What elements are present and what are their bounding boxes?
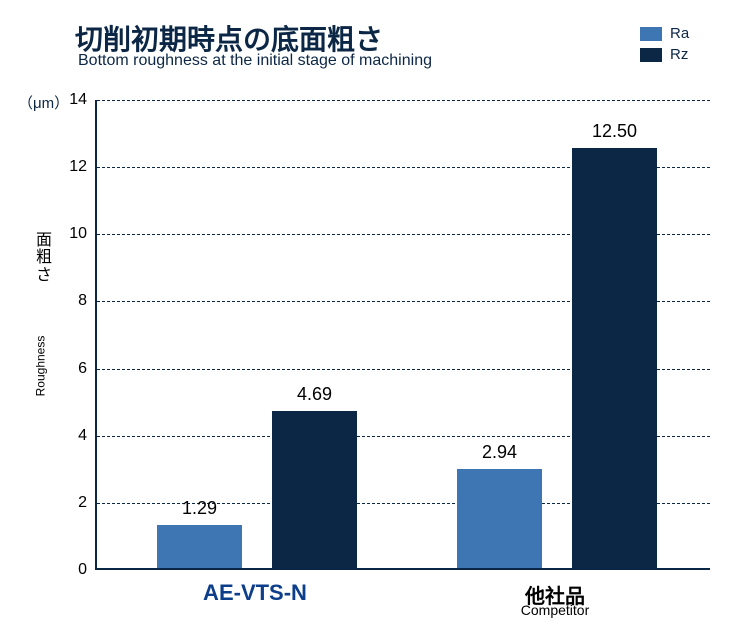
bar-value-label: 2.94 (482, 442, 517, 463)
y-tick-label: 4 (78, 427, 97, 445)
y-tick-label: 12 (69, 158, 97, 176)
legend-swatch (640, 48, 662, 62)
bar (157, 525, 242, 568)
legend-item: Ra (640, 25, 689, 42)
legend-item: Rz (640, 46, 689, 63)
legend-label: Ra (670, 25, 689, 42)
bar-value-label: 1.29 (182, 498, 217, 519)
gridline (97, 100, 710, 101)
y-axis-label-jp: 面粗さ (36, 232, 52, 285)
y-tick-label: 6 (78, 360, 97, 378)
bar-value-label: 4.69 (297, 384, 332, 405)
y-tick-label: 0 (78, 561, 97, 579)
bar (572, 148, 657, 568)
legend-swatch (640, 27, 662, 41)
y-tick-label: 8 (78, 292, 97, 310)
x-category-label-en: Competitor (521, 602, 589, 618)
legend: Ra Rz (640, 25, 689, 63)
y-axis-label-en: Roughness (33, 335, 47, 396)
bar (272, 411, 357, 568)
unit-label: （μm） (18, 92, 69, 113)
bar-value-label: 12.50 (592, 121, 637, 142)
chart-title-en: Bottom roughness at the initial stage of… (78, 52, 432, 70)
legend-label: Rz (670, 46, 688, 63)
plot-area: 024681012141.294.692.9412.50 (95, 100, 710, 570)
y-tick-label: 2 (78, 494, 97, 512)
roughness-chart: 切削初期時点の底面粗さ Bottom roughness at the init… (0, 0, 740, 641)
y-tick-label: 14 (69, 91, 97, 109)
y-tick-label: 10 (69, 225, 97, 243)
x-category-label-jp: AE-VTS-N (203, 580, 307, 606)
bar (457, 469, 542, 568)
